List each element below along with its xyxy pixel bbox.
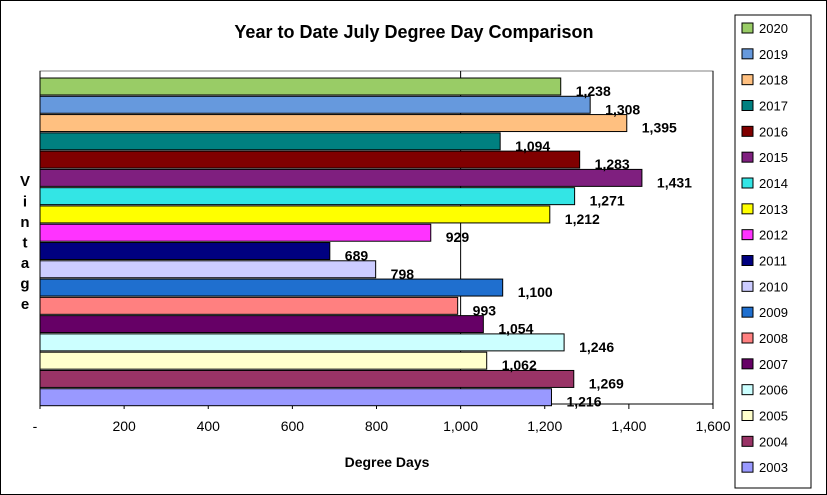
data-label-2008: 993 <box>473 302 497 318</box>
legend-swatch-2004 <box>741 435 754 447</box>
data-label-2014: 1,271 <box>590 193 625 209</box>
data-label-2006: 1,246 <box>579 339 614 355</box>
data-label-2012: 929 <box>446 229 470 245</box>
data-label-2004: 1,269 <box>589 375 624 391</box>
legend-label-2013: 2013 <box>759 202 788 217</box>
data-label-2007: 1,054 <box>498 321 533 337</box>
bar-2011 <box>39 242 331 260</box>
y-axis-title-letter: V <box>20 173 30 190</box>
bar-2009 <box>39 278 504 297</box>
x-tick-label: 1,000 <box>443 418 478 434</box>
plot-area: - 200 400 600 800 1,000 1,200 1,400 1,600 1,238 1,… <box>33 70 731 434</box>
bar-2012 <box>39 223 432 242</box>
bar-2005 <box>39 351 488 370</box>
bar-2003 <box>39 388 552 407</box>
x-axis-title: Degree Days <box>345 454 430 470</box>
x-tick-label: 200 <box>112 418 136 434</box>
legend-swatch-2018 <box>741 74 754 86</box>
legend-swatch-2019 <box>741 48 754 60</box>
legend-swatch-2016 <box>741 125 754 137</box>
data-label-2016: 1,283 <box>595 156 630 172</box>
legend-swatch-2009 <box>741 306 754 318</box>
data-label-2011: 689 <box>345 248 369 264</box>
data-label-2013: 1,212 <box>565 211 600 227</box>
legend-label-2005: 2005 <box>759 409 788 424</box>
bar-2008 <box>39 296 459 315</box>
legend-label-2017: 2017 <box>759 99 788 114</box>
legend-swatch-2015 <box>741 151 754 163</box>
legend-label-2018: 2018 <box>759 73 788 88</box>
x-tick-label: 1,200 <box>527 418 562 434</box>
x-tick-label: 1,400 <box>611 418 646 434</box>
y-axis-title-letter: n <box>20 214 29 231</box>
bar-2010 <box>39 260 377 279</box>
legend-label-2010: 2010 <box>759 279 788 294</box>
legend-swatch-2017 <box>741 100 754 111</box>
legend-swatch-2005 <box>741 410 754 421</box>
data-label-2005: 1,062 <box>502 357 537 373</box>
legend-label-2003: 2003 <box>759 460 788 475</box>
x-tick-label: 800 <box>365 418 389 434</box>
bar-2017 <box>39 132 501 151</box>
legend-label-2004: 2004 <box>759 434 788 449</box>
data-label-2020: 1,238 <box>576 83 611 99</box>
legend-swatch-2014 <box>741 177 754 189</box>
legend-label-2019: 2019 <box>759 47 788 62</box>
bar-2013 <box>39 205 551 224</box>
x-tick-label: 400 <box>197 418 221 434</box>
x-tick-label: 600 <box>281 418 305 434</box>
data-label-2010: 798 <box>391 266 415 282</box>
legend-box <box>734 14 812 489</box>
legend-label-2008: 2008 <box>759 331 788 346</box>
data-label-2003: 1,216 <box>566 394 601 410</box>
data-label-2017: 1,094 <box>515 138 550 154</box>
y-axis-title-letter: i <box>23 194 27 211</box>
legend-swatch-2006 <box>741 384 754 396</box>
legend-label-2015: 2015 <box>759 150 788 165</box>
chart-title: Year to Date July Degree Day Comparison <box>234 22 593 42</box>
bar-2016 <box>39 150 581 169</box>
bar-2020 <box>39 77 562 96</box>
legend-swatch-2003 <box>741 461 754 473</box>
legend-label-2016: 2016 <box>759 124 788 139</box>
data-label-2015: 1,431 <box>657 174 692 190</box>
data-label-2019: 1,308 <box>605 101 640 117</box>
legend-swatch-2012 <box>741 229 754 241</box>
legend-label-2020: 2020 <box>759 21 788 36</box>
bar-2014 <box>39 187 576 206</box>
legend-label-2012: 2012 <box>759 228 788 243</box>
x-tick-label: 1,600 <box>695 418 730 434</box>
bar-2019 <box>39 95 591 114</box>
legend-swatch-2008 <box>741 332 754 344</box>
legend-swatch-2020 <box>741 22 754 34</box>
y-axis-title-letter: e <box>21 296 29 313</box>
bar-2004 <box>39 369 575 388</box>
data-label-2018: 1,395 <box>642 120 677 136</box>
legend-label-2006: 2006 <box>759 383 788 398</box>
legend: 2020 2019 2018 2017 2016 2015 2014 2013 2012 2011… <box>734 14 812 489</box>
y-axis-title-letter: a <box>21 255 30 272</box>
bar-2007 <box>39 315 484 334</box>
bar-2006 <box>39 333 565 352</box>
legend-swatch-2010 <box>741 280 754 292</box>
legend-swatch-2007 <box>741 358 754 370</box>
legend-label-2014: 2014 <box>759 176 788 191</box>
legend-label-2007: 2007 <box>759 357 788 372</box>
bar-2018 <box>39 114 628 133</box>
bar-2015 <box>39 168 643 187</box>
data-label-2009: 1,100 <box>518 284 553 300</box>
y-axis-title-letter: g <box>20 276 29 293</box>
legend-label-2011: 2011 <box>759 254 787 269</box>
y-axis-title-letter: t <box>23 235 28 252</box>
legend-swatch-2011 <box>741 255 754 266</box>
legend-swatch-2013 <box>741 203 754 215</box>
legend-label-2009: 2009 <box>759 305 788 320</box>
x-tick-label: - <box>33 418 38 434</box>
